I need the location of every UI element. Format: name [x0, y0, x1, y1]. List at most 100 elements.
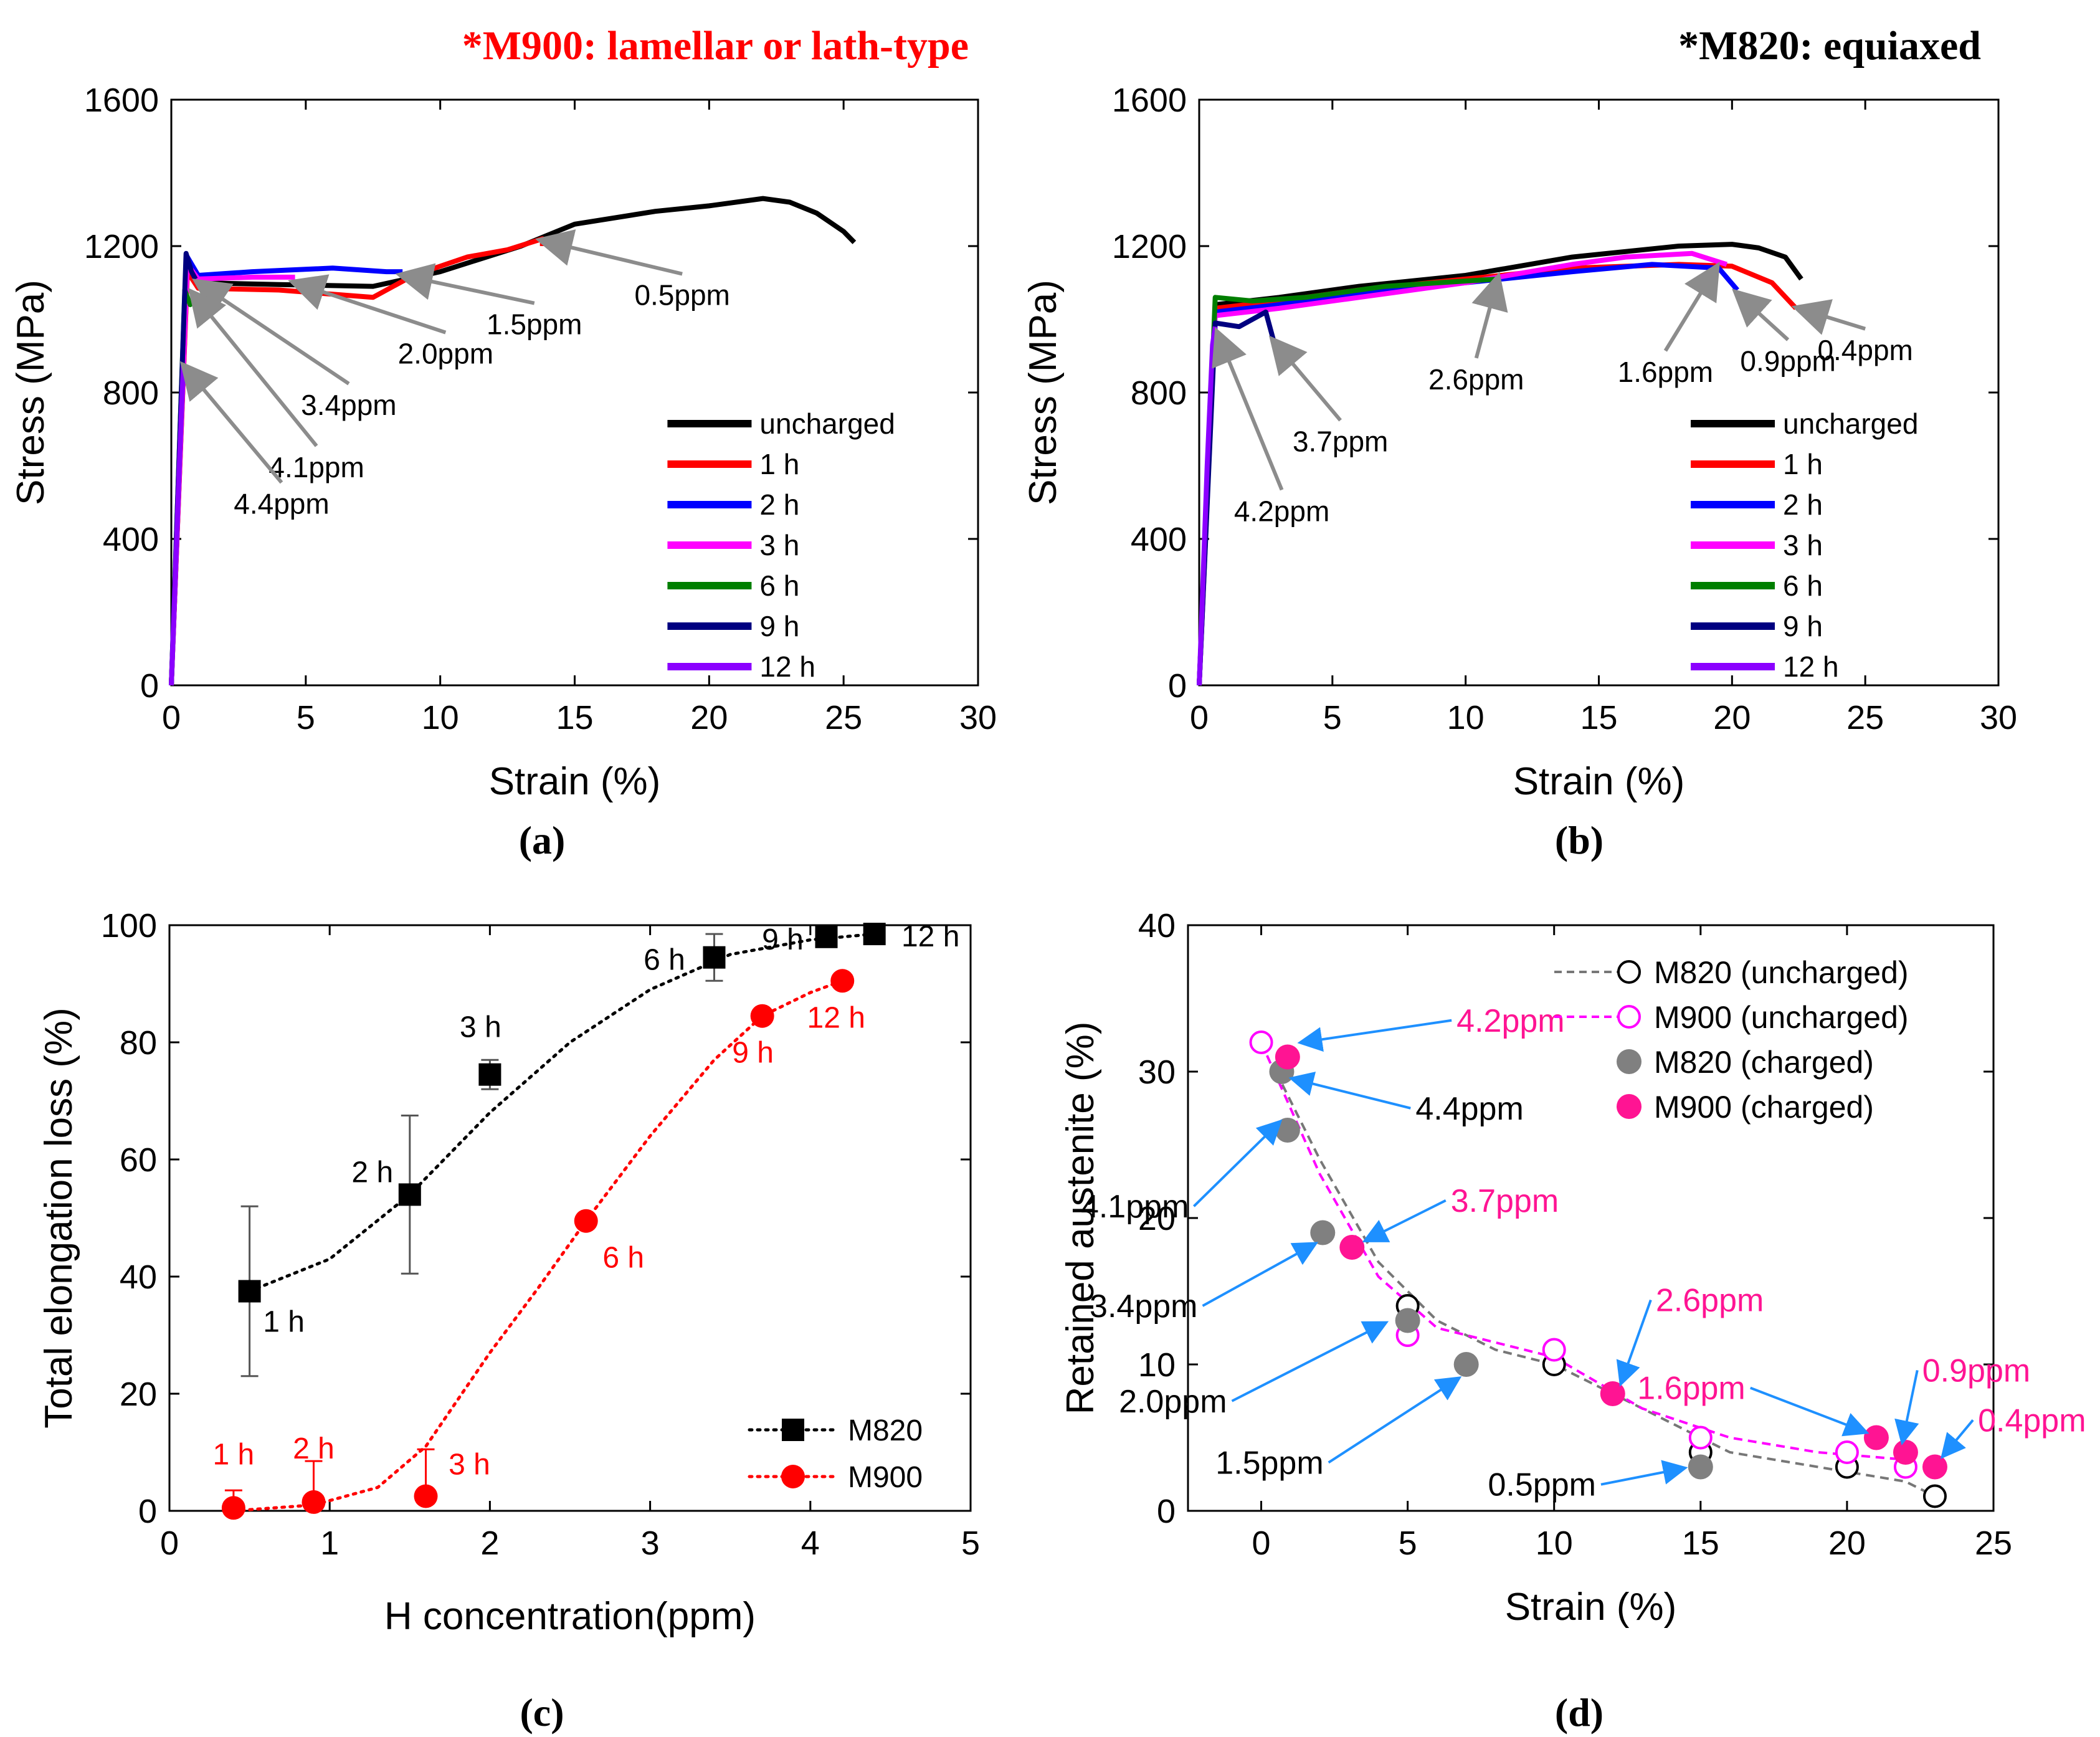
legend-marker [782, 1419, 804, 1441]
annotation-arrow [1732, 288, 1790, 341]
y-tick-label: 10 [1138, 1346, 1176, 1384]
annotation-arrow [1193, 1119, 1283, 1207]
legend-marker [1617, 1049, 1642, 1074]
annotation-arrow [179, 361, 283, 484]
annotation-label: 2.6ppm [1428, 363, 1524, 396]
x-tick-label: 30 [1980, 699, 2017, 736]
point-label-M900: 2 h [293, 1432, 335, 1465]
panel-b-stress-strain-m820: 0 5 10 15 20 25 30 0 400 800 1200 1600 Strain (%) Str… [1022, 82, 2017, 862]
x-tick-label: 0 [1252, 1525, 1271, 1562]
y-tick-label: 0 [138, 1493, 157, 1530]
annotation-arrow [1269, 335, 1342, 422]
annotation-label: 0.4ppm [1978, 1402, 2086, 1439]
legend-label: 6 h [1783, 569, 1823, 602]
data-point-filled [1688, 1454, 1713, 1480]
annotation-arrow [535, 229, 683, 276]
annotation-label: 1.6ppm [1618, 356, 1713, 388]
panel-caption: (d) [1555, 1690, 1604, 1735]
y-tick-label: 1600 [1112, 82, 1187, 119]
legend-marker [1617, 1094, 1642, 1119]
x-tick-label: 1 [320, 1525, 339, 1562]
y-tick-label: 400 [103, 521, 159, 558]
data-point-M820 [478, 1063, 501, 1086]
x-axis-label: Strain (%) [1505, 1586, 1677, 1629]
x-tick-label: 5 [297, 699, 315, 736]
series-line-12h [169, 363, 186, 686]
annotation-label: 1.5ppm [487, 308, 582, 341]
y-tick-label: 20 [120, 1376, 157, 1413]
data-point-M820 [703, 946, 726, 969]
legend-label: uncharged [1783, 407, 1918, 440]
legend-label: 2 h [1783, 488, 1823, 521]
y-tick-label: 40 [120, 1259, 157, 1296]
legend: M820 (uncharged) M900 (uncharged) M820 (ch… [1554, 955, 1909, 1125]
data-point-filled [1893, 1440, 1918, 1465]
legend-label: 12 h [1783, 650, 1839, 683]
data-point-M820 [398, 1183, 421, 1206]
x-tick-label: 20 [1713, 699, 1751, 736]
data-point-filled [1600, 1381, 1625, 1406]
x-tick-label: 0 [162, 699, 181, 736]
x-axis-label: Strain (%) [1513, 760, 1685, 803]
point-label-M900: 3 h [449, 1449, 490, 1482]
annotation-label: 2.0ppm [398, 338, 493, 370]
series-line-6h [1197, 276, 1498, 686]
data-point-filled [1395, 1308, 1420, 1333]
annotation-label: 2.0ppm [1119, 1384, 1227, 1420]
legend-label: 3 h [1783, 529, 1823, 561]
x-tick-label: 15 [1580, 699, 1617, 736]
panel-c-elongation-loss: 0 1 2 3 4 5 0 20 40 60 80 100 H concentration(ppm) To… [37, 907, 980, 1735]
annotation-arrow [1663, 262, 1720, 352]
x-tick-label: 25 [825, 699, 862, 736]
point-label-M900: 9 h [732, 1037, 774, 1070]
annotation-label: 1.6ppm [1637, 1371, 1745, 1407]
annotation-arrow [288, 274, 447, 335]
data-point-M820 [815, 925, 838, 948]
data-point-M900 [574, 1209, 598, 1233]
y-tick-label: 800 [103, 374, 159, 412]
data-point-filled [1310, 1220, 1336, 1245]
annotation-label: 0.5ppm [1488, 1467, 1596, 1503]
x-tick-label: 10 [1447, 699, 1485, 736]
data-point-M900 [221, 1496, 245, 1520]
annotation-label: 3.7ppm [1451, 1183, 1559, 1219]
legend-label: uncharged [759, 407, 895, 440]
data-point-M900 [302, 1490, 326, 1514]
annotation-label: 4.4ppm [1415, 1091, 1523, 1127]
annotation-arrow [1362, 1199, 1447, 1242]
y-tick-label: 100 [101, 907, 157, 945]
annotation-arrow [1212, 326, 1284, 491]
y-tick-label: 0 [1168, 667, 1187, 705]
series-line-3h [1197, 250, 1728, 686]
panel-a-stress-strain-m900: 0 5 10 15 20 25 30 0 400 800 1200 1600 Strain (%) Str… [9, 82, 997, 862]
x-tick-label: 20 [1828, 1525, 1866, 1562]
point-label-M820: 9 h [762, 923, 804, 956]
y-axis-label: Total elongation loss (%) [37, 1007, 80, 1428]
point-label-M900: 1 h [213, 1438, 255, 1471]
annotation-arrow [1202, 1242, 1319, 1307]
y-tick-label: 1200 [1112, 228, 1187, 265]
annotation-label: 4.2ppm [1456, 1003, 1564, 1039]
annotation-arrow [1894, 1369, 1919, 1446]
legend-label: M900 (uncharged) [1654, 1000, 1909, 1035]
annotation-label: 4.1ppm [268, 451, 364, 483]
point-label-M900: 6 h [602, 1242, 644, 1275]
annotation-label: 3.4ppm [1090, 1288, 1197, 1325]
series-line-2h [1197, 262, 1739, 686]
annotation-label: 0.5ppm [634, 279, 729, 312]
point-label-M820: 2 h [351, 1156, 393, 1189]
legend-marker [1617, 1005, 1641, 1029]
data-point-filled [1863, 1425, 1889, 1450]
annotation-label: 4.4ppm [234, 488, 329, 520]
legend-label: 3 h [759, 529, 799, 561]
point-label-M820: 1 h [263, 1306, 305, 1339]
y-tick-label: 1600 [84, 82, 159, 119]
annotation-label: 3.4ppm [301, 389, 396, 421]
annotation-label: 4.2ppm [1234, 495, 1329, 527]
data-point-M900 [750, 1004, 774, 1028]
annotation-arrow [1750, 1386, 1870, 1437]
fit-curve-M900 [232, 979, 844, 1513]
x-tick-label: 10 [1536, 1525, 1573, 1562]
annotation-label: 1.5ppm [1215, 1445, 1323, 1481]
